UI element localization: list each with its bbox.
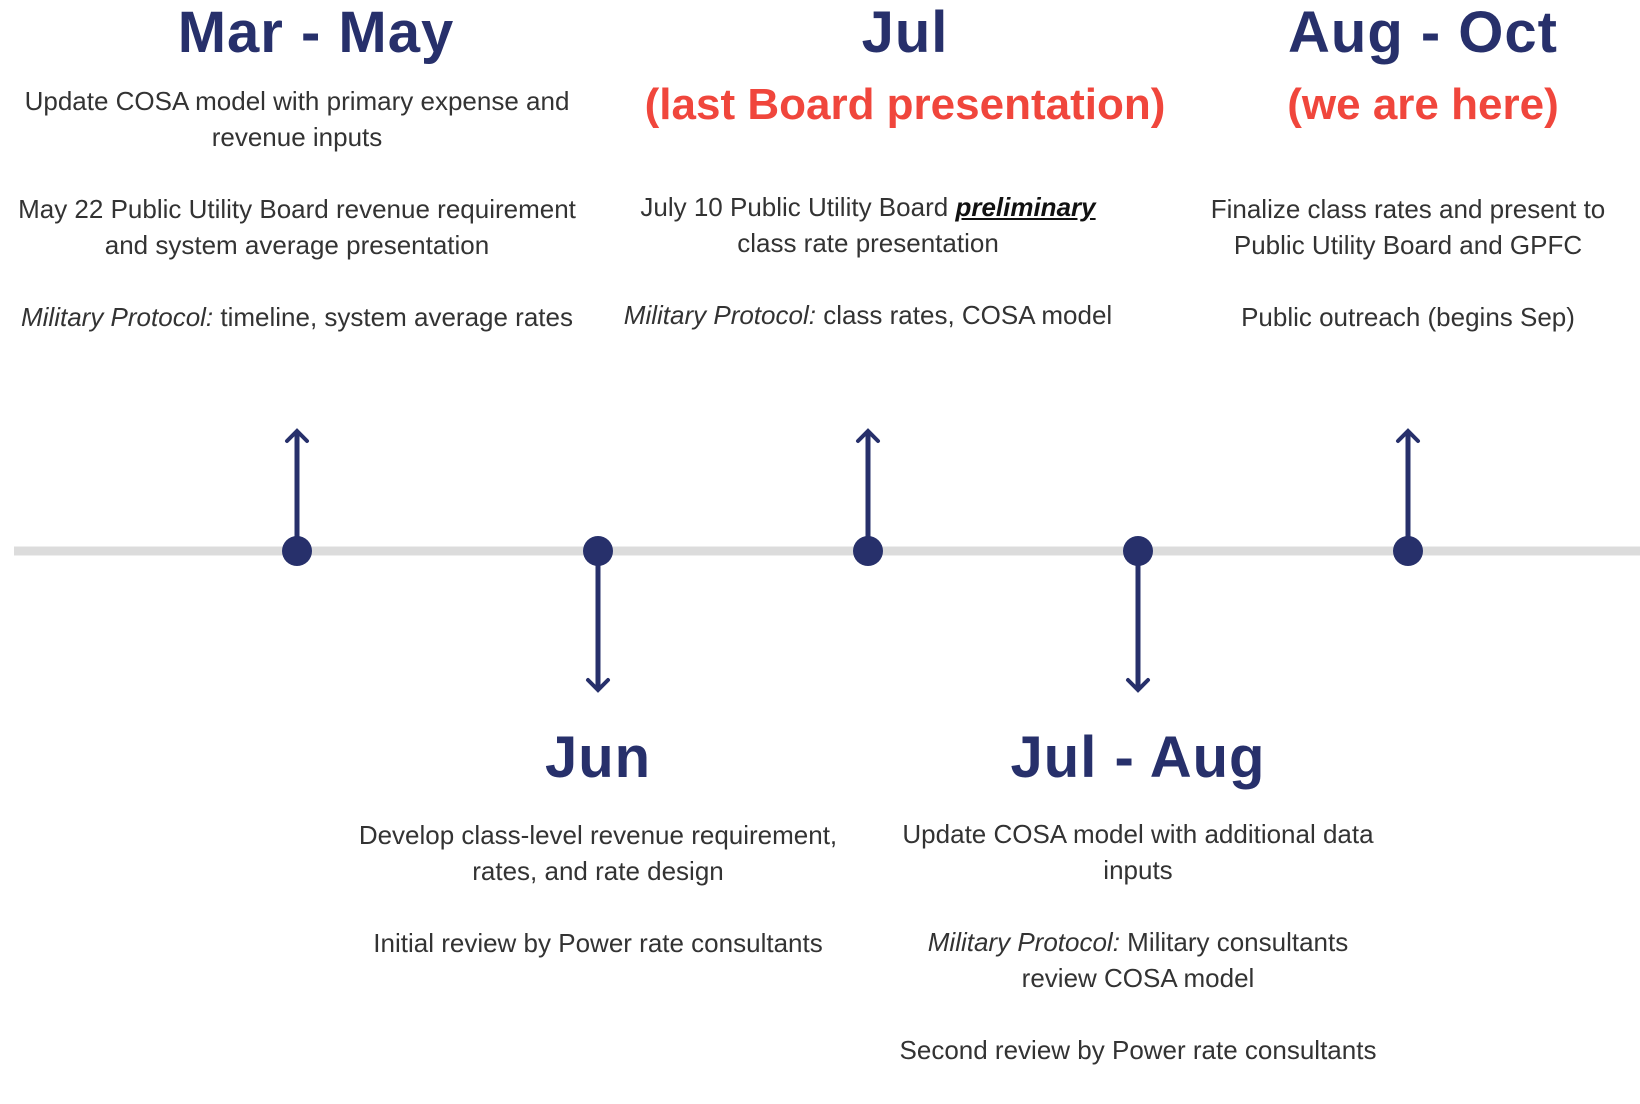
detail-text: Update COSA model with primary expense a… — [24, 86, 570, 152]
stage-details: Develop class-level revenue requirement,… — [358, 817, 838, 997]
stage-title: Mar - May — [177, 0, 455, 65]
stage-title: Jun — [544, 725, 652, 790]
detail-paragraph: Develop class-level revenue requirement,… — [358, 817, 838, 889]
detail-paragraph: July 10 Public Utility Board preliminary… — [608, 189, 1128, 261]
detail-text: Public outreach (begins Sep) — [1241, 302, 1575, 332]
stage-details: Update COSA model with primary expense a… — [12, 83, 582, 371]
detail-paragraph: Second review by Power rate consultants — [888, 1032, 1388, 1068]
detail-text: Second review by Power rate consultants — [899, 1035, 1377, 1065]
detail-text: Update COSA model with additional data i… — [902, 819, 1374, 885]
detail-text: July 10 Public Utility Board — [640, 192, 949, 222]
detail-text: class rate presentation — [737, 228, 999, 258]
detail-emphasis: preliminary — [955, 192, 1096, 222]
stage-subtitle: (we are here) — [1287, 80, 1559, 129]
detail-paragraph: Finalize class rates and present to Publ… — [1183, 191, 1633, 263]
timeline-dot — [1393, 536, 1423, 566]
detail-paragraph: Update COSA model with primary expense a… — [12, 83, 582, 155]
detail-paragraph: Military Protocol: timeline, system aver… — [12, 299, 582, 335]
stage-subtitle: (last Board presentation) — [644, 80, 1166, 129]
detail-text: Finalize class rates and present to Publ… — [1210, 194, 1606, 260]
stage-title: Aug - Oct — [1288, 0, 1558, 65]
detail-text: May 22 Public Utility Board revenue requ… — [18, 194, 576, 260]
detail-text: Military consultants review COSA model — [1021, 927, 1349, 993]
stage-title: Jul — [861, 0, 949, 65]
detail-lead: Military Protocol: — [21, 302, 214, 332]
timeline-dot — [1123, 536, 1153, 566]
detail-text: timeline, system average rates — [220, 302, 573, 332]
stage-title: Jul - Aug — [1010, 725, 1266, 790]
detail-paragraph: Public outreach (begins Sep) — [1183, 299, 1633, 335]
detail-paragraph: Military Protocol: class rates, COSA mod… — [608, 297, 1128, 333]
stage-details: Finalize class rates and present to Publ… — [1183, 191, 1633, 371]
stage-details: July 10 Public Utility Board preliminary… — [608, 189, 1128, 369]
detail-paragraph: Initial review by Power rate consultants — [358, 925, 838, 961]
timeline-dot — [282, 536, 312, 566]
detail-paragraph: Update COSA model with additional data i… — [888, 816, 1388, 888]
detail-lead: Military Protocol: — [623, 300, 816, 330]
detail-text: Initial review by Power rate consultants — [373, 928, 823, 958]
stage-details: Update COSA model with additional data i… — [888, 816, 1388, 1104]
timeline-dot — [583, 536, 613, 566]
detail-paragraph: Military Protocol: Military consultants … — [888, 924, 1388, 996]
detail-lead: Military Protocol: — [927, 927, 1120, 957]
detail-text: class rates, COSA model — [823, 300, 1113, 330]
detail-paragraph: May 22 Public Utility Board revenue requ… — [12, 191, 582, 263]
detail-text: Develop class-level revenue requirement,… — [358, 820, 838, 886]
timeline-dot — [853, 536, 883, 566]
